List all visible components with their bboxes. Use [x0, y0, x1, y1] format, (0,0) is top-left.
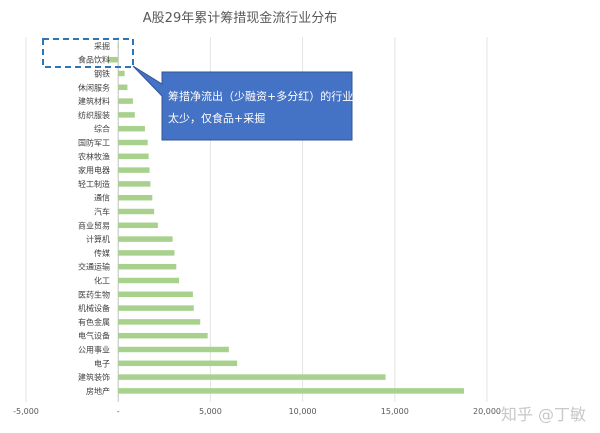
x-tick-label: 15,000 [381, 407, 409, 416]
category-labels: 采掘食品饮料钢铁休闲服务建筑材料纺织服装综合国防军工农林牧渔家用电器轻工制造通信… [78, 41, 110, 396]
category-label: 医药生物 [78, 289, 110, 299]
bar [118, 139, 148, 146]
category-label: 电子 [94, 358, 110, 368]
chart-title: A股29年累计筹措现金流行业分布 [143, 10, 337, 26]
category-label: 商业贸易 [78, 220, 110, 230]
bar [118, 374, 386, 380]
bar [118, 305, 194, 311]
category-label: 纺织服装 [78, 110, 110, 120]
bar [118, 250, 175, 256]
bar [118, 84, 128, 91]
category-label: 国防军工 [78, 138, 110, 148]
bar [118, 346, 229, 353]
x-tick-label: 10,000 [289, 407, 317, 416]
bar [118, 167, 150, 173]
bar [118, 222, 158, 229]
category-label: 计算机 [86, 234, 110, 244]
bar [118, 208, 155, 215]
category-label: 钢铁 [94, 69, 110, 79]
annotation-callout [132, 65, 353, 141]
bar [118, 332, 208, 339]
category-label: 汽车 [94, 207, 110, 217]
bar [107, 56, 119, 63]
category-label: 机械设备 [78, 303, 110, 313]
annotation-line-1: 筹措净流出（少融资+多分红）的行业 [168, 90, 354, 103]
category-label: 交通运输 [78, 262, 110, 272]
x-axis-tick-labels: -5,000-5,000 10,000 15,000 20,000 [13, 407, 501, 416]
category-label: 农林牧渔 [78, 151, 110, 161]
bar [118, 70, 125, 77]
category-label: 公用事业 [78, 345, 110, 355]
category-label: 建筑装饰 [78, 372, 110, 382]
category-label: 休闲服务 [78, 82, 110, 92]
category-label: 食品饮料 [78, 55, 110, 65]
category-label: 采掘 [94, 41, 110, 51]
category-label: 房地产 [86, 386, 110, 396]
category-label: 综合 [94, 124, 110, 134]
x-tick-label: 5,000 [199, 407, 222, 416]
bar [118, 125, 145, 132]
category-label: 传媒 [94, 248, 110, 258]
highlight-box [42, 38, 134, 68]
bar [118, 291, 193, 298]
bar [118, 112, 135, 118]
bar [118, 277, 180, 284]
x-tick-label: - [117, 407, 120, 416]
category-label: 化工 [94, 276, 110, 286]
bar [118, 153, 149, 160]
category-label: 电气设备 [78, 331, 110, 341]
watermark: 知乎 @丁敏 [500, 405, 586, 424]
bar [118, 194, 153, 201]
bar [118, 263, 177, 270]
annotation-text: 筹措净流出（少融资+多分红）的行业 太少，仅食品+采掘 [168, 86, 354, 130]
bar [118, 181, 151, 187]
category-label: 轻工制造 [78, 179, 110, 189]
category-label: 建筑材料 [78, 96, 110, 106]
category-label: 家用电器 [78, 165, 110, 175]
annotation-line-2: 太少，仅食品+采掘 [168, 112, 266, 125]
bar [118, 236, 173, 242]
bar [117, 43, 119, 49]
bar-series [107, 43, 464, 394]
bar [118, 360, 238, 367]
x-tick-label: -5,000 [13, 407, 39, 416]
x-tick-label: 20,000 [473, 407, 501, 416]
bar [118, 388, 464, 394]
category-label: 有色金属 [78, 317, 110, 327]
bar [118, 319, 201, 325]
bar [118, 98, 133, 104]
category-label: 通信 [94, 193, 110, 203]
